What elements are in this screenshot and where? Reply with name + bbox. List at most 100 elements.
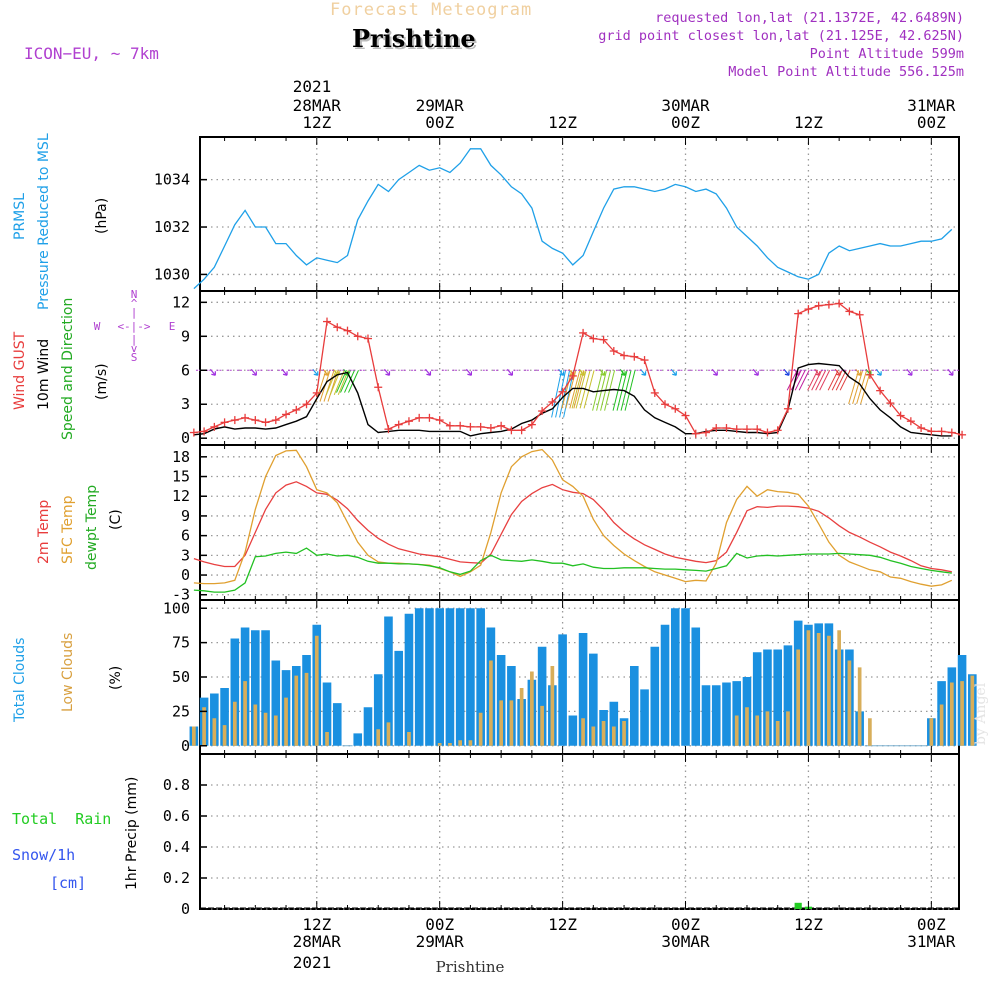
y-tick-label: 9	[181, 327, 190, 345]
wind-hatch	[827, 370, 839, 391]
top-time-label: 00Z	[425, 113, 454, 132]
wind-hatch	[592, 370, 604, 411]
low-cloud-bar	[212, 718, 217, 746]
wind-hatch	[323, 370, 335, 402]
wind-direction-arrow-head	[211, 373, 216, 376]
low-cloud-bar	[939, 704, 944, 746]
compass-horizontal: <-|->	[117, 320, 150, 333]
top-time-label: 30MAR	[661, 96, 710, 115]
total-cloud-bar	[404, 613, 414, 746]
bottom-time-label: 00Z	[917, 915, 946, 934]
total-cloud-bar	[701, 685, 711, 746]
requested-coords: requested lon,lat (21.1372E, 42.6489N)	[655, 10, 964, 26]
label-hpa: (hPa)	[94, 198, 110, 234]
y-tick-label: 15	[172, 468, 190, 486]
total-cloud-bar	[271, 660, 281, 746]
total-cloud-bar	[394, 650, 404, 746]
wind-hatch	[831, 370, 843, 391]
total-cloud-bar	[322, 682, 332, 746]
compass-arrow-down: v	[131, 342, 138, 355]
wind-direction-arrow-head	[713, 373, 718, 376]
location-title: Prishtine	[352, 24, 476, 53]
total-cloud-bar	[650, 646, 660, 746]
total-cloud-bar	[609, 701, 619, 746]
bottom-time-label: 28MAR	[293, 932, 342, 951]
label-prmsl: PRMSL	[12, 193, 28, 240]
low-cloud-bar	[601, 721, 606, 746]
wind-hatch	[569, 370, 581, 409]
low-cloud-bar	[478, 712, 483, 746]
compass-line-down: |	[131, 333, 138, 346]
top-time-label: 28MAR	[293, 96, 342, 115]
low-cloud-bar	[468, 740, 473, 746]
wind-direction-arrow-head	[467, 373, 472, 376]
wind-hatch	[852, 370, 864, 404]
total-cloud-bar	[414, 608, 424, 746]
total-cloud-bar	[732, 681, 742, 746]
low-cloud-bar	[509, 700, 514, 746]
y-tick-label: 50	[172, 668, 190, 686]
bottom-time-label: 12Z	[794, 915, 823, 934]
label-total-rain: Total Rain	[12, 810, 111, 828]
total-cloud-bar	[558, 634, 567, 746]
wind-hatch	[620, 370, 632, 411]
compass-south: S	[131, 351, 138, 364]
top-time-label: 12Z	[548, 113, 577, 132]
label-dewpt-temp: dewpt Temp	[84, 485, 100, 570]
dewpoint-line	[193, 547, 952, 593]
label-10m-wind: 10m Wind	[36, 339, 52, 410]
total-cloud-bar	[660, 624, 670, 746]
y-tick-label: 6	[181, 361, 190, 379]
wind-hatch	[798, 370, 810, 391]
low-cloud-bar	[499, 700, 503, 746]
total-cloud-bar	[578, 633, 588, 746]
low-cloud-bar	[868, 718, 872, 746]
temp-sfc-line	[193, 448, 953, 587]
wind-hatch	[815, 370, 827, 391]
y-tick-label: -3	[172, 586, 190, 604]
y-tick-label: 6	[181, 527, 190, 545]
total-cloud-bar	[251, 630, 260, 746]
low-cloud-bar	[407, 732, 411, 746]
total-cloud-bar	[752, 652, 762, 746]
wind-direction-arrow-head	[282, 373, 288, 376]
label-snow-unit: [cm]	[50, 874, 86, 892]
low-cloud-bar	[540, 705, 544, 746]
wind-hatch	[559, 370, 571, 418]
total-cloud-bar	[681, 608, 690, 746]
low-cloud-bar	[960, 681, 964, 746]
wind-hatch	[786, 370, 798, 391]
wind-hatch	[551, 370, 563, 418]
wind-direction-arrow-head	[876, 373, 882, 376]
compass-west: W	[94, 320, 101, 333]
total-cloud-bar	[537, 646, 547, 746]
top-time-label: 31MAR	[907, 96, 956, 115]
bottom-time-label: 30MAR	[661, 932, 710, 951]
wind-direction-arrow-head	[641, 373, 646, 376]
total-cloud-bar	[568, 715, 578, 746]
wind-hatch	[325, 370, 337, 395]
wind-direction-arrow-head	[252, 373, 257, 376]
wind-hatch	[573, 370, 585, 409]
top-time-label: 29MAR	[416, 96, 465, 115]
wind-direction-arrow-head	[907, 373, 913, 376]
total-cloud-bar	[425, 608, 434, 746]
low-cloud-bar	[448, 743, 452, 746]
label-2m-temp: 2m Temp	[36, 500, 52, 564]
total-cloud-bar	[466, 608, 475, 746]
wind-direction-arrow-head	[948, 373, 953, 376]
wind-hatch	[344, 370, 355, 393]
wind-hatch	[571, 370, 583, 409]
y-tick-label: 0	[181, 429, 190, 447]
low-cloud-bar	[765, 711, 770, 746]
grid-point-coords: grid point closest lon,lat (21.125E, 42.…	[598, 28, 964, 44]
low-cloud-bar	[786, 711, 790, 746]
low-cloud-bar	[622, 721, 626, 746]
y-tick-label: 0.8	[163, 776, 190, 794]
bottom-time-label: 12Z	[548, 915, 577, 934]
bottom-time-label: 00Z	[425, 915, 454, 934]
total-cloud-bar	[220, 688, 229, 746]
low-cloud-bar	[929, 718, 934, 746]
wind-hatch	[848, 370, 860, 404]
total-cloud-bar	[332, 703, 342, 746]
